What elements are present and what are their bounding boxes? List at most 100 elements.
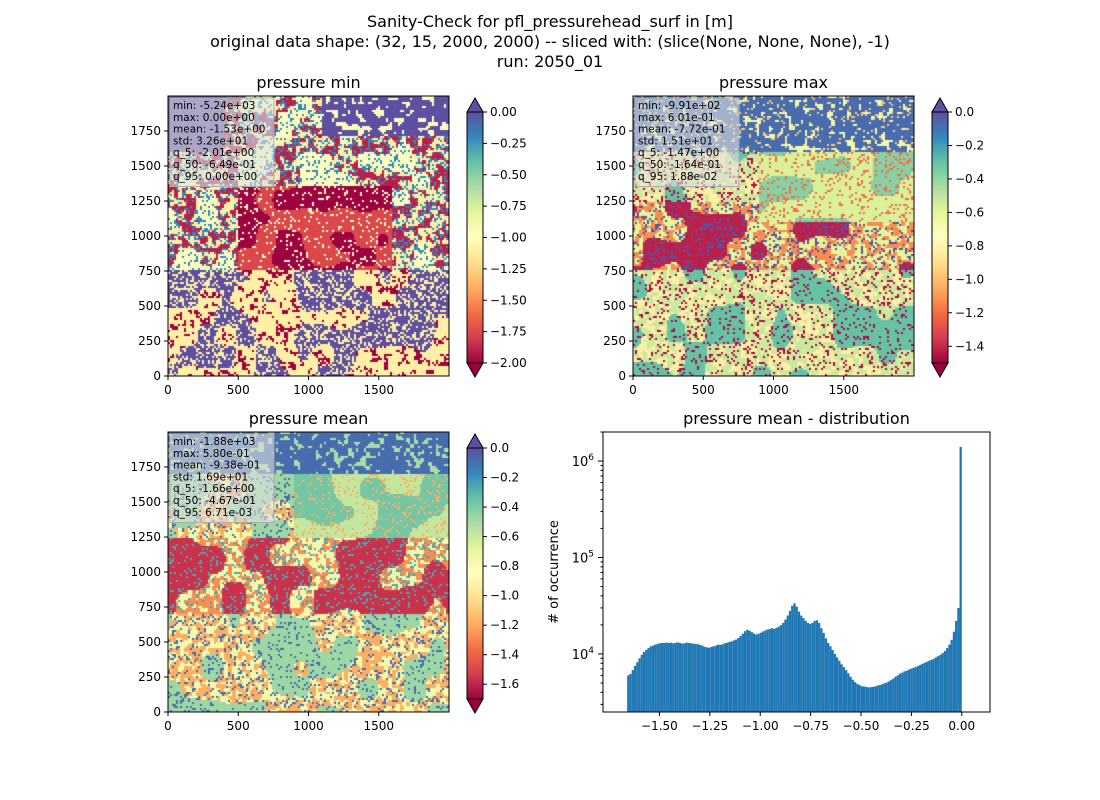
hist-bar — [914, 667, 917, 712]
hist-bar — [694, 643, 697, 712]
hist-bar — [869, 687, 872, 712]
hist-bar — [939, 654, 942, 712]
y-tick-label-0-1: 250 — [138, 334, 161, 348]
hist-bar — [714, 645, 718, 712]
hist-bar — [784, 619, 787, 712]
x-tick-label-2-1: 500 — [227, 719, 250, 733]
panel-title-1: pressure max — [719, 73, 828, 92]
y-tick-label-0-4: 1000 — [130, 229, 161, 243]
hist-bar — [849, 676, 852, 712]
x-tick-label-2-0: 0 — [164, 719, 172, 733]
hist-bar — [943, 651, 947, 712]
hist-bar — [645, 649, 648, 712]
hist-bar — [806, 622, 810, 712]
hist-bar — [916, 665, 920, 712]
hist-bar — [836, 657, 839, 712]
hist-bar — [923, 662, 926, 712]
hist-bar — [858, 685, 861, 712]
hist-bar — [809, 623, 812, 712]
y-tick-label-2-4: 1000 — [130, 565, 161, 579]
hist-bar — [950, 639, 953, 712]
colorbar-tick-label-0-0: 0.00 — [490, 105, 517, 119]
y-axis-label-3: # of occurrence — [547, 520, 562, 624]
colorbar-tick-label-1-5: −1.0 — [955, 272, 984, 286]
hist-bar — [865, 686, 868, 712]
x-tick-label-0-1: 500 — [227, 383, 250, 397]
y-tick-label-1-2: 500 — [603, 299, 626, 313]
hist-bar — [681, 643, 684, 712]
stats-line-0-0: min: -5.24e+03 — [173, 100, 255, 112]
hist-bar — [860, 686, 863, 712]
hist-bar — [708, 647, 711, 712]
hist-bar — [788, 610, 792, 712]
stats-line-2-3: std: 1.69e+01 — [173, 471, 248, 483]
hist-bar — [746, 629, 749, 712]
hist-bar — [842, 667, 846, 712]
x-tick-label-0-3: 1500 — [363, 383, 394, 397]
hist-bar — [867, 687, 870, 712]
x-tick-label-3-6: 0.00 — [948, 719, 975, 733]
y-tick-label-1-0: 0 — [618, 369, 626, 383]
x-tick-label-0-0: 0 — [164, 383, 172, 397]
hist-bar — [674, 642, 677, 712]
hist-bar — [743, 631, 747, 712]
hist-bar — [651, 645, 655, 712]
colorbar-tick-label-2-0: 0.0 — [490, 441, 509, 455]
hist-bar — [741, 633, 744, 712]
stats-line-1-1: max: 6.01e-01 — [638, 112, 715, 124]
x-tick-label-3-3: −0.75 — [792, 719, 829, 733]
hist-bar — [766, 629, 769, 712]
hist-bar — [665, 642, 668, 712]
hist-bar — [672, 643, 675, 712]
hist-bar — [732, 640, 735, 712]
stats-line-2-4: q_5: -1.66e+00 — [173, 483, 254, 495]
hist-bar — [800, 615, 803, 712]
hist-bar — [937, 656, 940, 712]
hist-bar — [878, 685, 881, 712]
figure-title: Sanity-Check for pfl_pressurehead_surf i… — [0, 12, 1100, 72]
hist-bar — [847, 673, 850, 712]
hist-bar — [831, 649, 834, 712]
hist-bar — [775, 627, 778, 712]
hist-bar — [840, 664, 843, 712]
stats-line-2-6: q_95: 6.71e-03 — [173, 507, 252, 519]
x-tick-label-1-2: 1000 — [758, 383, 789, 397]
panel-3: pressure mean - distribution −1.50 −1.25 −1… — [547, 409, 991, 733]
hist-bar — [678, 642, 682, 712]
stats-line-0-6: q_95: 0.00e+00 — [173, 171, 257, 183]
hist-bar — [725, 642, 729, 712]
hist-bar — [647, 648, 650, 712]
hist-bar — [871, 686, 875, 712]
y-tick-label-0-3: 750 — [138, 264, 161, 278]
y-tick-label-3-1: 105 — [572, 549, 594, 566]
hist-bar — [827, 642, 830, 712]
colorbar-tick-label-1-0: 0.0 — [955, 105, 974, 119]
hist-bar — [669, 642, 673, 712]
colorbar-2 — [466, 447, 484, 700]
y-tick-label-1-6: 1500 — [595, 159, 626, 173]
y-tick-label-2-6: 1500 — [130, 495, 161, 509]
hist-bar — [946, 648, 949, 712]
x-tick-label-2-2: 1000 — [293, 719, 324, 733]
colorbar-tick-label-0-3: −0.75 — [490, 199, 527, 213]
y-tick-label-2-5: 1250 — [130, 530, 161, 544]
x-tick-label-3-1: −1.25 — [691, 719, 728, 733]
hist-bar — [903, 671, 906, 712]
hist-bar — [838, 660, 841, 712]
hist-bar — [811, 622, 814, 712]
stats-line-0-5: q_50: -6.49e-01 — [173, 159, 256, 171]
x-tick-label-1-3: 1500 — [828, 383, 859, 397]
hist-bar — [912, 667, 915, 712]
colorbar-extend-bottom-0 — [466, 362, 484, 379]
hist-bar — [723, 643, 726, 712]
hist-bar — [768, 629, 771, 712]
hist-bar — [959, 446, 962, 712]
hist-bar — [824, 638, 828, 712]
colorbar-extend-bottom-2 — [466, 698, 484, 715]
y-tick-label-0-6: 1500 — [130, 159, 161, 173]
hist-bar — [638, 658, 641, 712]
hist-bar — [876, 685, 879, 712]
hist-bar — [719, 644, 722, 712]
hist-bar — [683, 643, 686, 712]
colorbar-extend-top-0 — [466, 96, 484, 113]
